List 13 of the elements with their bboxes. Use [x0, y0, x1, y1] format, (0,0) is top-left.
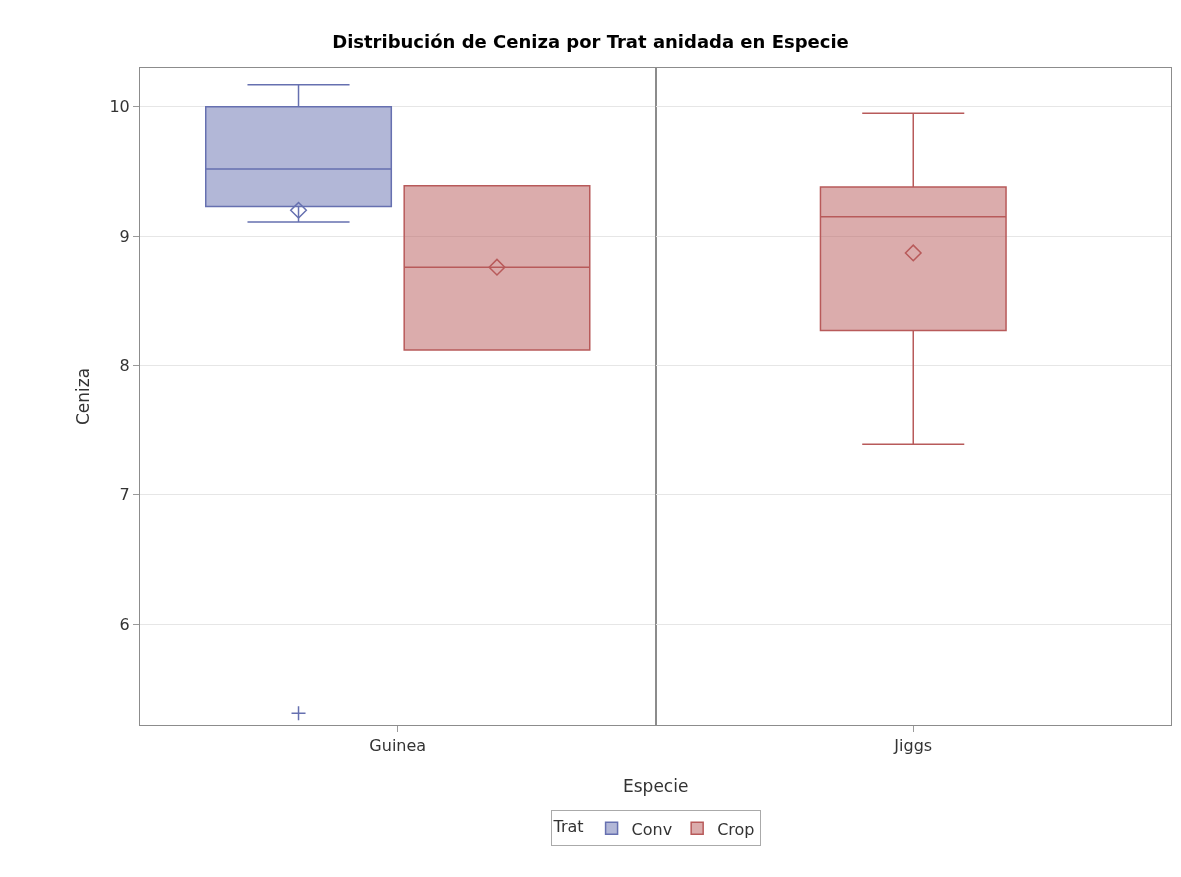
legend-label: Crop — [717, 819, 755, 839]
legend-label: Conv — [631, 819, 673, 839]
y-tick-label: 9 — [119, 226, 130, 246]
y-tick-label: 8 — [119, 356, 130, 376]
y-tick-label: 7 — [119, 485, 130, 505]
legend-title: Trat — [552, 817, 584, 837]
x-tick-label: Guinea — [369, 736, 427, 756]
y-tick-label: 10 — [109, 97, 130, 117]
y-tick-label: 6 — [119, 614, 130, 634]
y-axis-title: Ceniza — [72, 367, 93, 426]
x-tick-label: Jiggs — [893, 736, 933, 756]
x-axis-title: Especie — [623, 776, 689, 796]
chart-title: Distribución de Ceniza por Trat anidada en Especie — [332, 30, 849, 52]
